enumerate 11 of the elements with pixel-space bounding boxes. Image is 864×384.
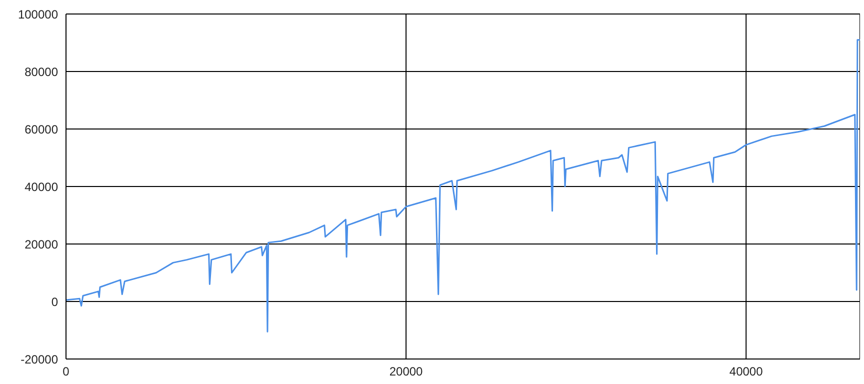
- x-tick-label: 0: [62, 364, 70, 379]
- y-tick-label: 40000: [24, 180, 58, 194]
- x-tick-label: 20000: [389, 364, 424, 379]
- y-tick-label: 60000: [24, 122, 58, 136]
- x-tick-label: 40000: [729, 364, 764, 379]
- y-tick-label: 100000: [18, 7, 58, 22]
- y-tick-label: 80000: [24, 64, 58, 79]
- y-tick-label: 0: [51, 294, 58, 309]
- line-series: [66, 39, 860, 332]
- y-tick-label: -20000: [20, 352, 58, 366]
- y-tick-label: 20000: [24, 237, 58, 252]
